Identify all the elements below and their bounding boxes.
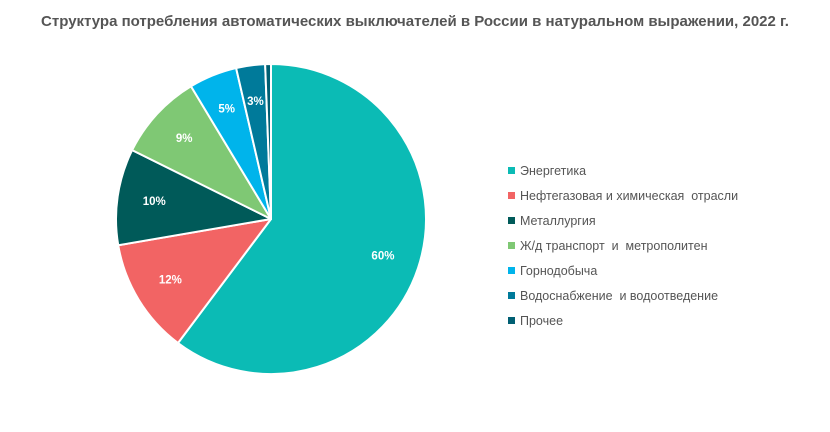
legend-label: Металлургия bbox=[520, 213, 596, 228]
chart-title: Структура потребления автоматических вык… bbox=[41, 13, 789, 30]
pie-slice-4 bbox=[131, 85, 272, 220]
slice-data-label-4: 9% bbox=[176, 133, 193, 145]
legend-label: Водоснабжение и водоотведение bbox=[520, 288, 719, 303]
legend-item-4: Ж/д транспорт и метрополитен bbox=[508, 233, 738, 258]
legend-label: Ж/д транспорт и метрополитен bbox=[520, 238, 708, 253]
slice-data-label-5: 5% bbox=[218, 104, 235, 116]
legend-label: Нефтегазовая и химическая отрасли bbox=[520, 188, 739, 203]
legend-label: Прочее bbox=[520, 313, 564, 328]
legend-swatch bbox=[508, 167, 515, 174]
legend-label: Энергетика bbox=[520, 163, 587, 178]
legend-swatch bbox=[508, 317, 515, 324]
legend-label: Горнодобыча bbox=[520, 263, 598, 278]
chart-legend: Энергетика Нефтегазовая и химическая отра… bbox=[508, 158, 738, 333]
pie-slice-1 bbox=[177, 63, 427, 375]
pie-slice-7 bbox=[264, 63, 272, 220]
legend-item-3: Металлургия bbox=[508, 208, 738, 233]
slice-data-label-6: 3% bbox=[247, 96, 264, 108]
legend-swatch bbox=[508, 267, 515, 274]
legend-swatch bbox=[508, 242, 515, 249]
legend-item-1: Энергетика bbox=[508, 158, 738, 183]
slice-data-label-3: 10% bbox=[143, 196, 166, 208]
legend-swatch bbox=[508, 217, 515, 224]
slice-data-label-2: 12% bbox=[159, 275, 182, 287]
pie-slice-3 bbox=[115, 149, 272, 247]
legend-item-6: Водоснабжение и водоотведение bbox=[508, 283, 738, 308]
pie-slice-2 bbox=[117, 218, 272, 345]
legend-item-7: Прочее bbox=[508, 308, 738, 333]
legend-item-5: Горнодобыча bbox=[508, 258, 738, 283]
slice-data-label-1: 60% bbox=[371, 250, 394, 262]
legend-item-2: Нефтегазовая и химическая отрасли bbox=[508, 183, 738, 208]
legend-swatch bbox=[508, 192, 515, 199]
legend-swatch bbox=[508, 292, 515, 299]
